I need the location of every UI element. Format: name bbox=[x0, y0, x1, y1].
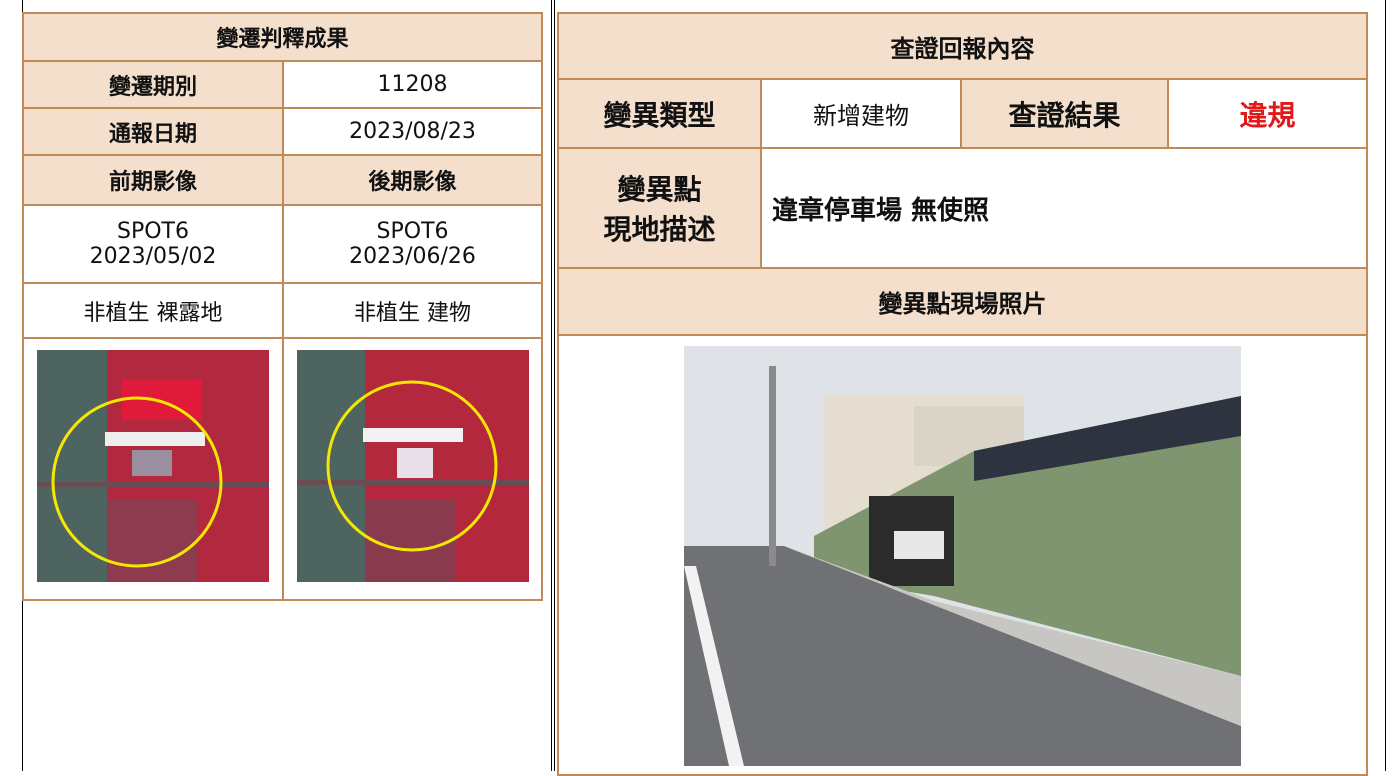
image-cell bbox=[281, 337, 544, 601]
photo-cell bbox=[557, 334, 1368, 776]
right-title: 查證回報內容 bbox=[557, 12, 1368, 80]
label: 通報日期 bbox=[22, 107, 284, 156]
satellite-image bbox=[37, 350, 269, 582]
separator bbox=[551, 0, 555, 771]
result: 違規 bbox=[1167, 78, 1368, 149]
description: 違章停車場 無使照 bbox=[760, 147, 1368, 269]
photo-title: 變異點現場照片 bbox=[557, 267, 1368, 336]
site-photo bbox=[684, 346, 1241, 766]
date: 2023/06/26 bbox=[349, 244, 476, 269]
left-table: 變遷判釋成果 變遷期別 11208 通報日期 2023/08/23 前期影像 後期影像… bbox=[21, 12, 544, 601]
satellite-image bbox=[296, 350, 529, 582]
image-cell bbox=[22, 337, 284, 601]
label: 變異點 現地描述 bbox=[557, 147, 762, 269]
date: 2023/05/02 bbox=[89, 244, 217, 269]
label: 變異類型 bbox=[557, 78, 762, 149]
value: 新增建物 bbox=[760, 78, 962, 149]
label-line: 現地描述 bbox=[603, 213, 716, 246]
sensor: SPOT6 bbox=[117, 219, 189, 244]
sensor: SPOT6 bbox=[376, 219, 449, 244]
left-title: 變遷判釋成果 bbox=[21, 12, 544, 62]
value: 2023/08/23 bbox=[281, 107, 544, 156]
land-class: 非植生 裸露地 bbox=[22, 282, 284, 339]
label-line: 變異點 bbox=[617, 173, 702, 206]
image-info: SPOT6 2023/06/26 bbox=[281, 204, 544, 284]
label: 前期影像 bbox=[22, 154, 284, 206]
image-info: SPOT6 2023/05/02 bbox=[22, 204, 284, 284]
value: 11208 bbox=[281, 60, 544, 109]
label: 後期影像 bbox=[281, 154, 544, 206]
right-table: 查證回報內容 變異類型 新增建物 查證結果 違規 變異點現地描述 違章停車場 無… bbox=[557, 12, 1368, 776]
label: 變遷期別 bbox=[22, 60, 284, 109]
land-class: 非植生 建物 bbox=[281, 282, 544, 339]
label: 查證結果 bbox=[960, 78, 1169, 149]
